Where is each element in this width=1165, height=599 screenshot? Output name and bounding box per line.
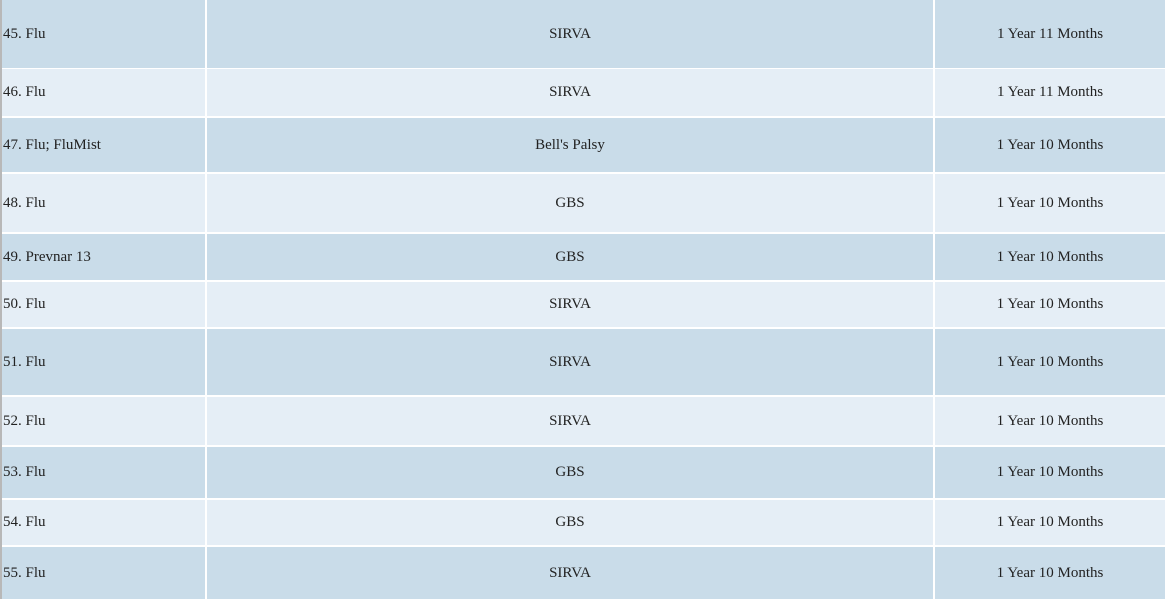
vaccine-cell: 48. Flu [2, 174, 205, 232]
duration-cell: 1 Year 10 Months [935, 174, 1165, 232]
injury-cell: GBS [207, 500, 933, 545]
duration-cell: 1 Year 10 Months [935, 547, 1165, 599]
vaccine-cell: 47. Flu; FluMist [2, 118, 205, 172]
vaccine-cell: 45. Flu [2, 0, 205, 68]
injury-cell: GBS [207, 447, 933, 498]
vaccine-cell: 46. Flu [2, 69, 205, 116]
injury-cell: GBS [207, 234, 933, 280]
injury-cell: Bell's Palsy [207, 118, 933, 172]
vaccine-cell: 50. Flu [2, 282, 205, 327]
duration-cell: 1 Year 10 Months [935, 329, 1165, 395]
duration-cell: 1 Year 10 Months [935, 282, 1165, 327]
injury-cell: SIRVA [207, 282, 933, 327]
vaccine-cell: 54. Flu [2, 500, 205, 545]
duration-cell: 1 Year 11 Months [935, 0, 1165, 68]
injury-cell: SIRVA [207, 329, 933, 395]
vaccine-cell: 49. Prevnar 13 [2, 234, 205, 280]
vaccine-cell: 51. Flu [2, 329, 205, 395]
duration-cell: 1 Year 10 Months [935, 118, 1165, 172]
vaccine-cell: 55. Flu [2, 547, 205, 599]
duration-cell: 1 Year 10 Months [935, 397, 1165, 445]
injury-cell: GBS [207, 174, 933, 232]
duration-cell: 1 Year 10 Months [935, 447, 1165, 498]
vaccine-cell: 52. Flu [2, 397, 205, 445]
injury-cell: SIRVA [207, 69, 933, 116]
duration-cell: 1 Year 10 Months [935, 234, 1165, 280]
injury-cell: SIRVA [207, 397, 933, 445]
duration-cell: 1 Year 10 Months [935, 500, 1165, 545]
injury-cell: SIRVA [207, 547, 933, 599]
injury-cell: SIRVA [207, 0, 933, 68]
duration-cell: 1 Year 11 Months [935, 69, 1165, 116]
vaccine-cell: 53. Flu [2, 447, 205, 498]
